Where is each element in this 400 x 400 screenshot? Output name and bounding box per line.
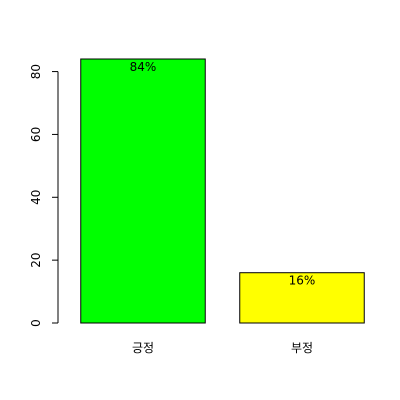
x-category-label: 부정 — [291, 341, 313, 355]
x-axis-labels: 긍정 부정 — [132, 341, 313, 355]
y-tick-label: 0 — [29, 319, 43, 327]
bar-1 — [80, 58, 206, 324]
bars-group — [80, 58, 365, 324]
bar-data-label: 16% — [289, 274, 316, 288]
y-tick-label: 60 — [29, 127, 43, 142]
y-tick-label: 20 — [29, 253, 43, 268]
y-tick-label: 80 — [29, 64, 43, 79]
bar-2 — [239, 272, 365, 324]
bar-data-label: 84% — [130, 60, 157, 74]
y-tick-label: 40 — [29, 190, 43, 205]
y-axis: 0 20 40 60 80 — [29, 64, 59, 327]
data-labels-group: 84% 16% — [130, 60, 316, 288]
x-category-label: 긍정 — [132, 341, 154, 355]
